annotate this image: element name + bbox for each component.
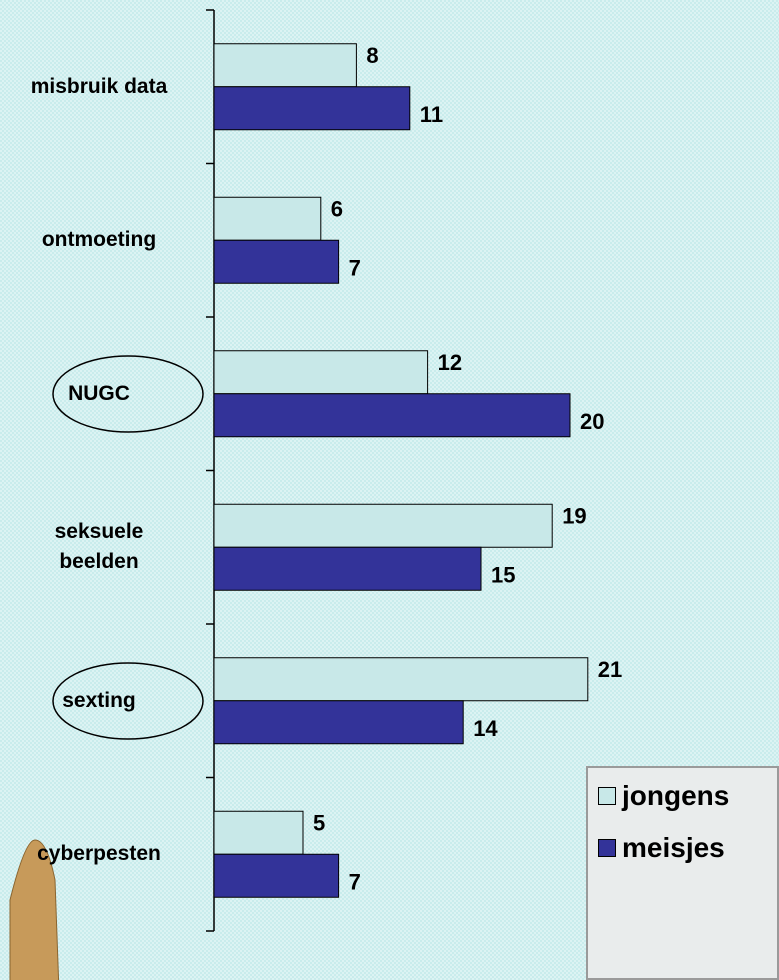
legend-label: jongens [622, 780, 730, 811]
bar [213, 239, 340, 284]
bar [213, 503, 553, 548]
data-label: 21 [598, 657, 622, 682]
data-label: 15 [491, 563, 515, 588]
bar [213, 393, 571, 438]
category-label: cyberpesten [37, 842, 161, 866]
data-label: 5 [313, 811, 325, 836]
legend-label: meisjes [622, 832, 725, 863]
data-label: 11 [420, 102, 443, 127]
category-label: misbruik data [30, 74, 168, 98]
highlight-ellipse [52, 662, 204, 740]
bar [213, 810, 304, 855]
bar [213, 196, 322, 241]
bar [213, 700, 464, 745]
category-label: NUGC [68, 381, 130, 405]
legend-swatch [598, 787, 616, 805]
data-label: 20 [580, 409, 604, 434]
bar [213, 657, 589, 702]
bar [213, 853, 340, 898]
bar [213, 350, 429, 395]
legend: jongens meisjes [586, 766, 779, 980]
data-label: 19 [562, 504, 586, 529]
category-label: ontmoeting [41, 228, 157, 252]
data-label: 7 [349, 256, 361, 281]
bar [213, 86, 411, 131]
category-label: seksuele beelden [54, 520, 144, 574]
data-label: 7 [349, 870, 361, 895]
data-label: 6 [331, 197, 343, 222]
category-label: sexting [62, 688, 136, 712]
beehive-icon [9, 839, 60, 980]
data-label: 12 [438, 350, 462, 375]
legend-swatch [598, 839, 616, 857]
data-label: 14 [473, 716, 498, 741]
legend-entry: meisjes [598, 832, 725, 864]
highlight-ellipse [52, 355, 204, 433]
bar [213, 43, 357, 88]
bar [213, 546, 482, 591]
data-label: 8 [366, 43, 378, 68]
legend-entry: jongens [598, 780, 729, 812]
